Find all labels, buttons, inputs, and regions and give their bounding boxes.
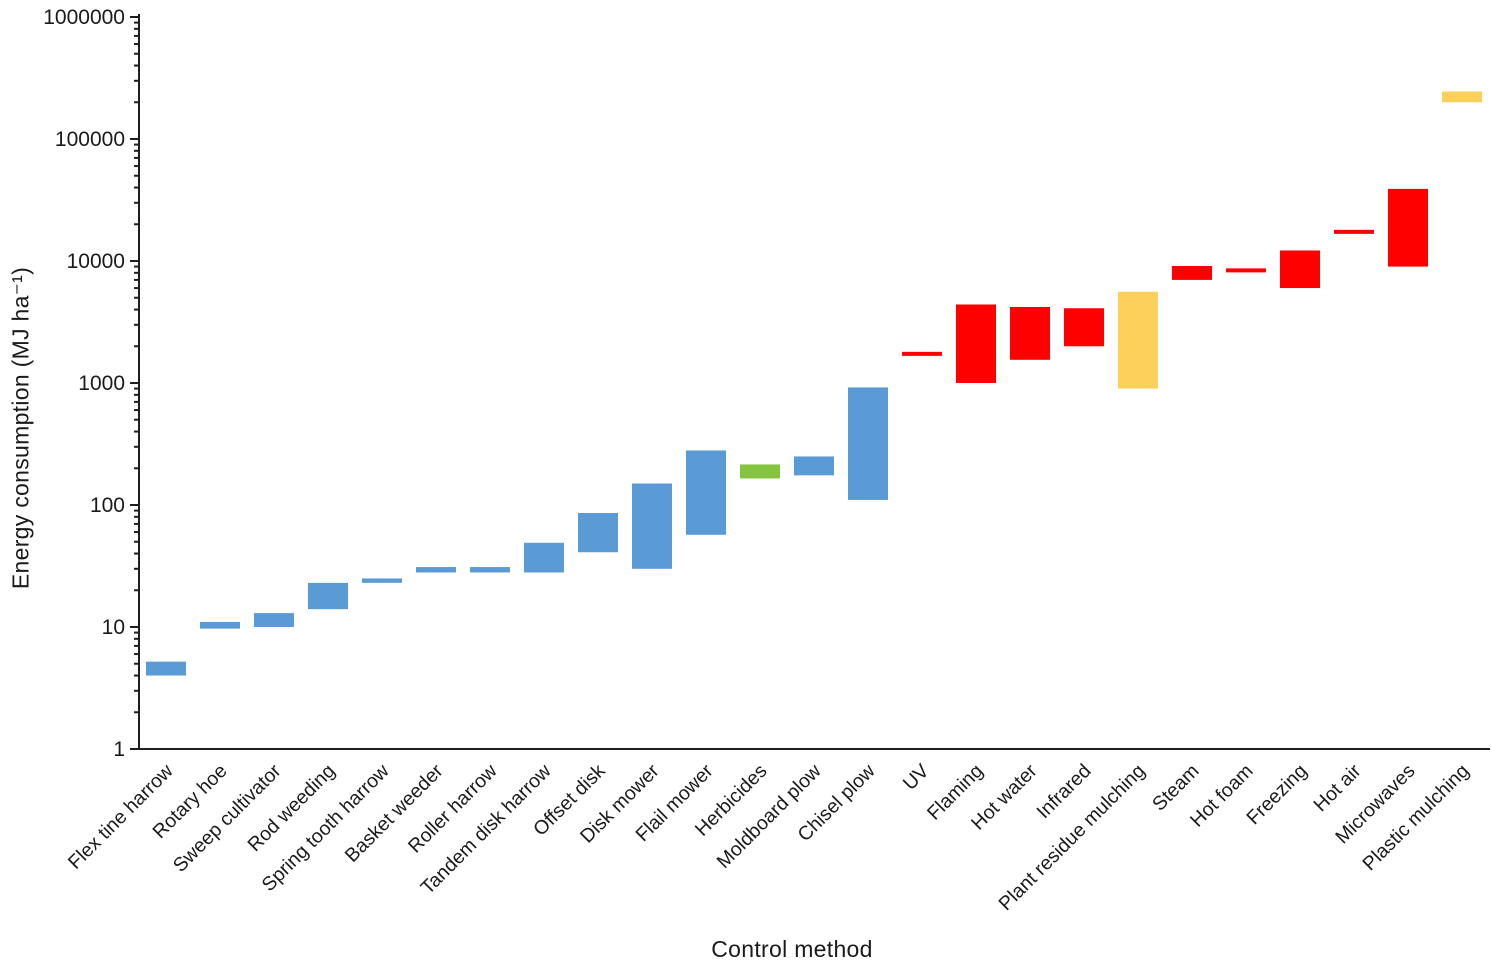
- bar-roller-harrow: [470, 567, 510, 573]
- y-tick-label: 10: [102, 616, 125, 639]
- x-axis-title: Control method: [711, 936, 873, 962]
- bar-herbicides: [740, 464, 780, 479]
- x-category-label: UV: [899, 760, 934, 795]
- bar-flex-tine-harrow: [146, 661, 186, 676]
- bar-plastic-mulching: [1442, 91, 1482, 103]
- y-tick-label: 100000: [55, 128, 125, 151]
- bar-plant-residue-mulching: [1118, 291, 1158, 389]
- bar-disk-mower: [632, 483, 672, 569]
- bar-flail-mower: [686, 450, 726, 535]
- bar-moldboard-plow: [794, 456, 834, 476]
- bar-chisel-plow: [848, 387, 888, 500]
- bar-hot-air: [1334, 229, 1374, 234]
- bar-hot-foam: [1226, 268, 1266, 273]
- bar-infrared: [1064, 308, 1104, 347]
- bar-tandem-disk-harrow: [524, 542, 564, 573]
- bar-rod-weeding: [308, 582, 348, 610]
- y-tick-label: 100: [90, 494, 125, 517]
- y-tick-label: 1000000: [43, 6, 125, 29]
- y-tick-label: 1000: [78, 372, 125, 395]
- bar-sweep-cultivator: [254, 613, 294, 627]
- bar-spring-tooth-harrow: [362, 578, 402, 583]
- bar-freezing: [1280, 250, 1320, 289]
- bar-flaming: [956, 304, 996, 383]
- bar-hot-water: [1010, 306, 1050, 360]
- bar-rotary-hoe: [200, 621, 240, 629]
- y-tick-label: 10000: [67, 250, 125, 273]
- x-category-label: Freezing: [1242, 760, 1311, 829]
- bar-uv: [902, 351, 942, 356]
- y-tick-label: 1: [113, 738, 125, 761]
- y-axis-title: Energy consumption (MJ ha⁻¹): [7, 266, 34, 590]
- bar-microwaves: [1388, 188, 1428, 267]
- bar-offset-disk: [578, 512, 618, 553]
- bar-basket-weeder: [416, 567, 456, 573]
- bar-steam: [1172, 265, 1212, 280]
